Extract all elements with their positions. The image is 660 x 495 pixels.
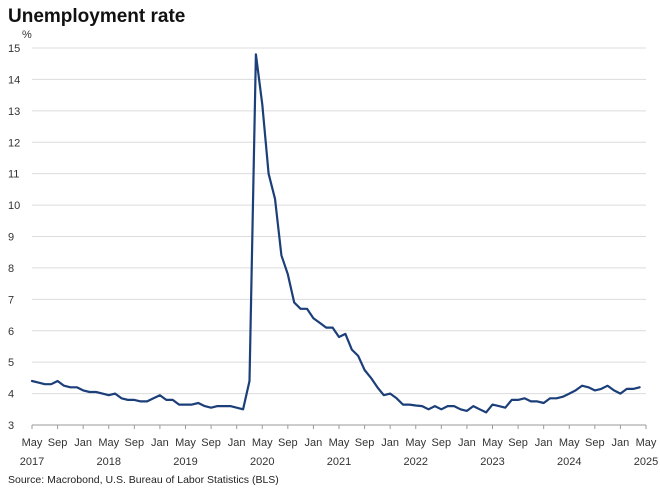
x-tick-month-label: May [636, 437, 657, 449]
x-tick-month-label: May [329, 437, 350, 449]
y-tick-label: 9 [8, 232, 14, 244]
x-tick-month-label: May [175, 437, 196, 449]
x-tick-month-label: Jan [381, 437, 399, 449]
x-tick-month-label: Jan [535, 437, 553, 449]
series-layer [30, 53, 641, 414]
x-tick-year-label: 2025 [634, 456, 658, 468]
y-tick-label: 12 [8, 137, 20, 149]
x-tick-year-label: 2019 [173, 456, 197, 468]
x-tick-month-label: Jan [228, 437, 246, 449]
x-tick-month-label: Sep [278, 437, 298, 449]
gridlines [32, 47, 646, 395]
y-tick-label: 3 [8, 420, 14, 432]
x-tick-month-label: Sep [355, 437, 375, 449]
y-axis-ticks: 3 4 5 6 7 8 9 10 11 12 13 14 15 [8, 43, 20, 432]
y-tick-label: 4 [8, 389, 14, 401]
x-tick-year-label: 2022 [404, 456, 428, 468]
chart-title: Unemployment rate [8, 6, 186, 27]
x-tick-month-label: Jan [305, 437, 323, 449]
chart-source-note: Source: Macrobond, U.S. Bureau of Labor … [8, 474, 279, 486]
y-axis-unit-label: % [22, 29, 32, 41]
x-axis-ticks: May Sep Jan May Sep Jan May Sep Jan May Sep Jan May S… [20, 425, 658, 468]
x-tick-month-label: Jan [612, 437, 630, 449]
x-tick-month-label: May [559, 437, 580, 449]
x-tick-year-label: 2017 [20, 456, 44, 468]
series-line-unemployment-rate [30, 53, 641, 414]
y-tick-label: 5 [8, 357, 14, 369]
x-tick-year-label: 2023 [480, 456, 504, 468]
x-tick-month-label: Sep [585, 437, 605, 449]
y-tick-label: 15 [8, 43, 20, 55]
y-tick-label: 11 [8, 169, 19, 181]
x-tick-month-label: Sep [201, 437, 221, 449]
x-tick-month-label: Sep [125, 437, 145, 449]
x-tick-year-label: 2020 [250, 456, 274, 468]
y-tick-label: 8 [8, 263, 14, 275]
x-tick-year-label: 2024 [557, 456, 581, 468]
x-tick-month-label: May [252, 437, 273, 449]
y-tick-label: 6 [8, 326, 14, 338]
x-tick-month-label: May [482, 437, 503, 449]
x-tick-month-label: Sep [48, 437, 68, 449]
y-tick-label: 14 [8, 74, 20, 86]
x-tick-month-label: Jan [151, 437, 169, 449]
x-tick-year-label: 2021 [327, 456, 351, 468]
x-tick-month-label: Sep [508, 437, 528, 449]
y-tick-label: 13 [8, 106, 20, 118]
x-tick-month-label: May [98, 437, 119, 449]
x-tick-month-label: May [22, 437, 43, 449]
x-tick-month-label: Sep [432, 437, 452, 449]
y-tick-label: 7 [8, 294, 14, 306]
line-chart: % 3 4 5 6 7 8 9 10 11 12 13 14 15 May Sep Jan May Sep Jan… [8, 29, 658, 468]
y-tick-label: 10 [8, 200, 20, 212]
x-tick-month-label: Jan [74, 437, 92, 449]
x-tick-year-label: 2018 [97, 456, 121, 468]
x-tick-month-label: May [405, 437, 426, 449]
x-tick-month-label: Jan [458, 437, 476, 449]
